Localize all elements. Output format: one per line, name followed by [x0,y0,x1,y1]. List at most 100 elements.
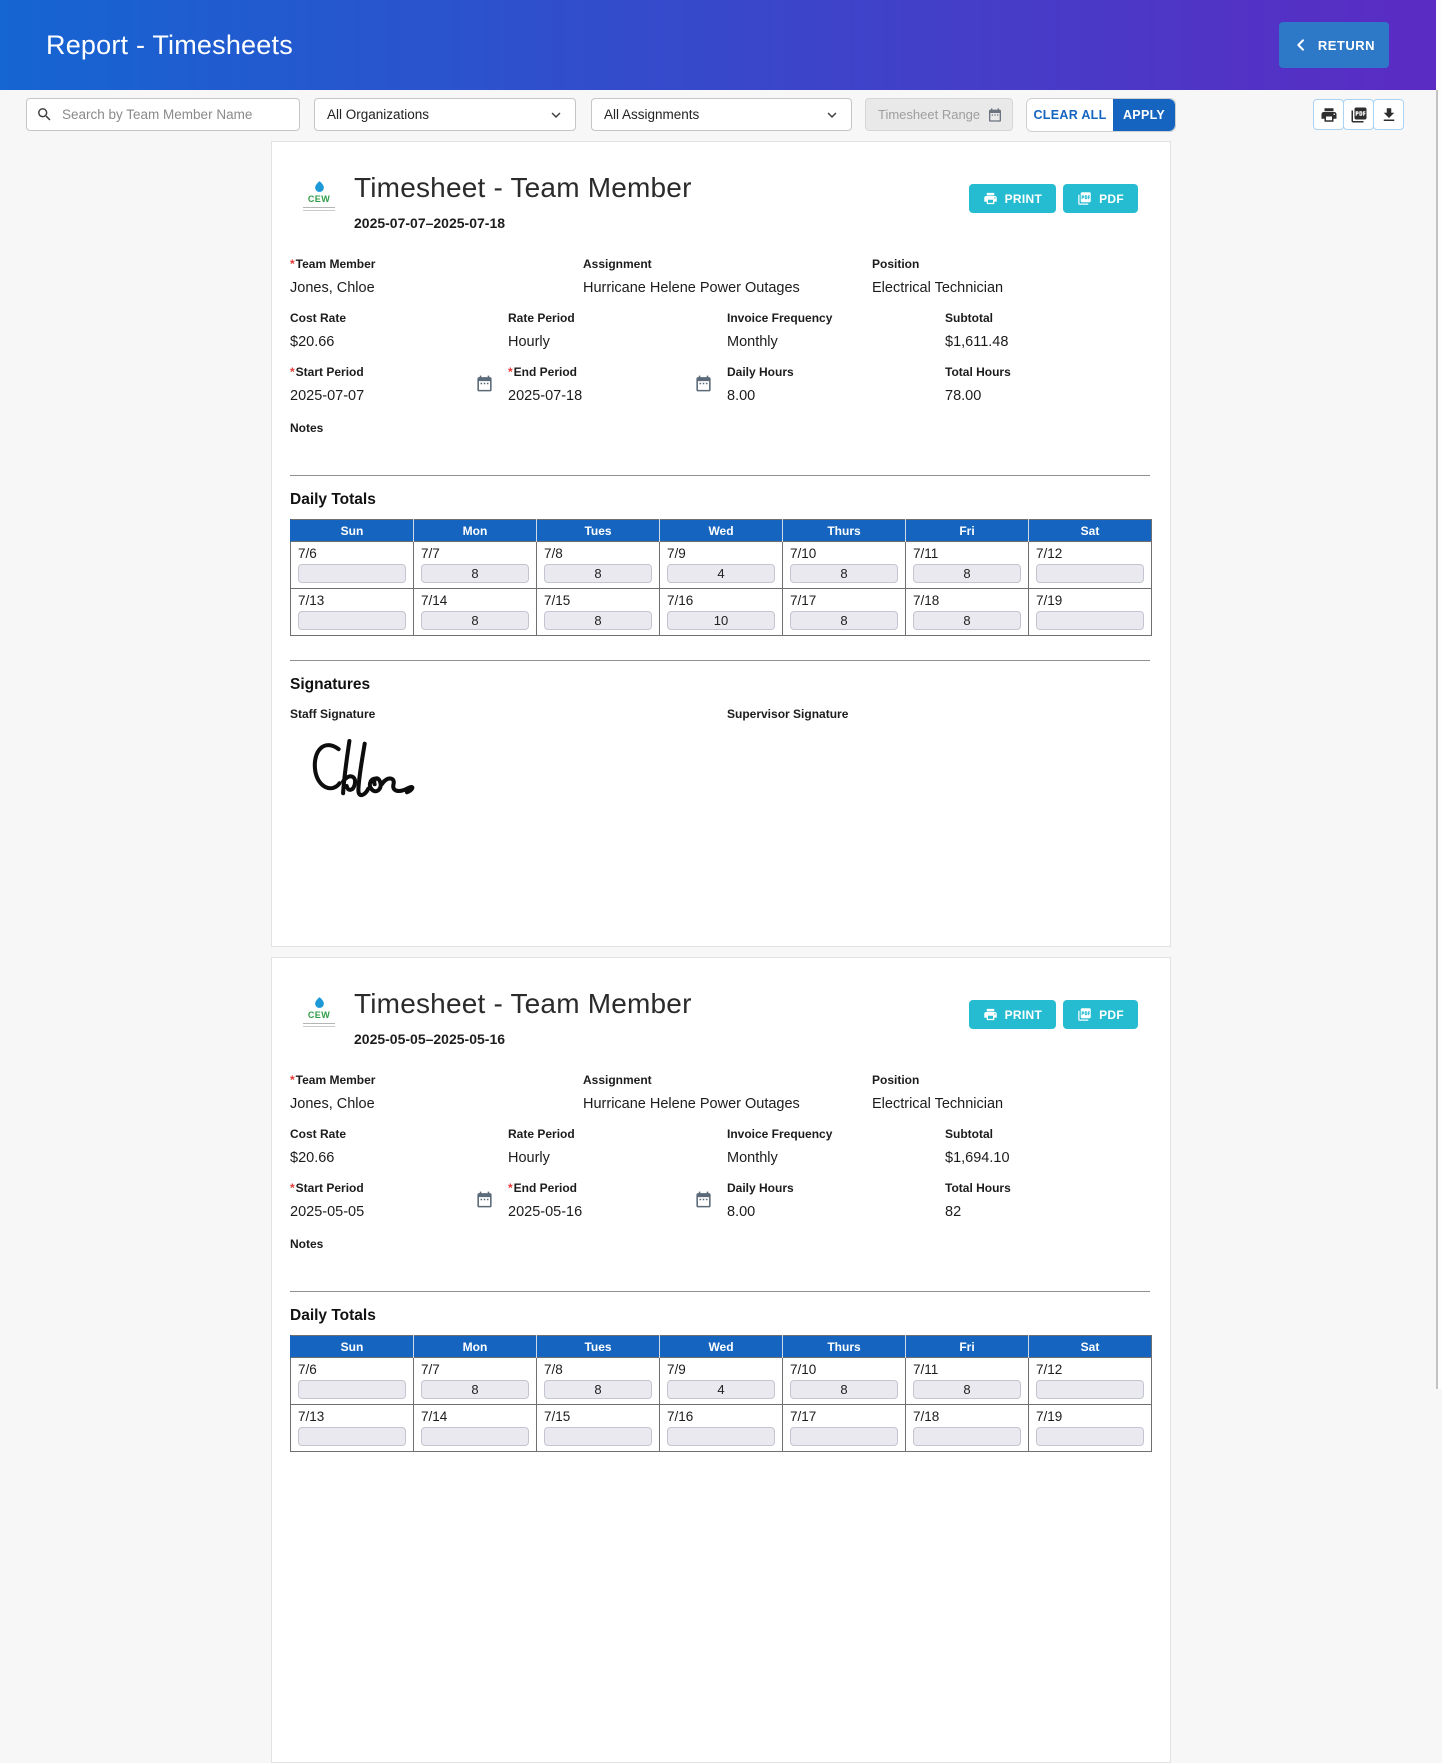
printer-icon [983,1007,998,1022]
hours-input[interactable] [1036,564,1144,584]
subtotal-field: Subtotal $1,611.48 [945,311,1150,350]
day-cell: 7/14 [413,1404,537,1453]
invoice-frequency-value: Monthly [727,1150,778,1167]
pdf-button-label: PDF [1099,1007,1124,1022]
hours-input[interactable] [1036,611,1144,631]
hours-input[interactable] [421,1427,529,1447]
start-period-field[interactable]: *Start Period 2025-05-05 [290,1181,508,1220]
cost-rate-field: Cost Rate $20.66 [290,311,508,350]
hours-input[interactable]: 8 [790,1380,898,1400]
hours-input[interactable]: 8 [421,611,529,631]
cell-date-label: 7/16 [667,1409,694,1425]
search-input[interactable] [60,106,290,123]
pdf-button-label: PDF [1099,191,1124,206]
divider [290,475,1150,477]
total-hours-value: 78.00 [945,388,982,405]
hours-input[interactable]: 4 [667,1380,775,1400]
hours-input[interactable] [913,1427,1021,1447]
day-cell: 7/18 8 [905,588,1029,637]
daily-totals-row: 7/13 7/14 8 7/15 8 7/16 10 7/17 8 7/18 8 7/19 [290,588,1152,637]
invoice-frequency-field: Invoice Frequency Monthly [727,1127,945,1166]
hours-input[interactable]: 8 [421,1380,529,1400]
invoice-frequency-field: Invoice Frequency Monthly [727,311,945,350]
hours-input[interactable]: 8 [544,564,652,584]
download-icon [1380,106,1398,124]
cell-date-label: 7/14 [421,1409,448,1425]
organizations-select[interactable]: All Organizations [314,98,576,131]
day-cell: 7/8 8 [536,1357,660,1406]
calendar-icon[interactable] [694,1190,713,1209]
calendar-icon[interactable] [475,1190,494,1209]
total-hours-field: Total Hours 78.00 [945,365,1150,404]
subtotal-value: $1,694.10 [945,1150,1010,1167]
end-period-field[interactable]: *End Period 2025-05-16 [508,1181,727,1220]
hours-input[interactable] [298,611,406,631]
apply-button[interactable]: APPLY [1113,98,1175,131]
hours-input[interactable] [790,1427,898,1447]
daily-totals-body: 7/6 7/7 8 7/8 8 7/9 4 7/10 8 7/11 8 7/12 7/13 7/14 7/1… [290,1357,1152,1453]
assignments-select[interactable]: All Assignments [591,98,852,131]
assignment-label: Assignment [583,1073,652,1088]
invoice-frequency-label: Invoice Frequency [727,311,833,326]
day-cell: 7/11 8 [905,541,1029,590]
hours-input[interactable]: 8 [913,611,1021,631]
calendar-icon[interactable] [694,374,713,393]
pdf-button[interactable]: PDF [1063,1000,1138,1029]
hours-input[interactable]: 8 [544,1380,652,1400]
pdf-icon [1077,191,1092,206]
team-member-field: *Team Member Jones, Chloe [290,1073,583,1112]
scrollbar-thumb[interactable] [1436,90,1438,1389]
hours-input[interactable]: 4 [667,564,775,584]
hours-input[interactable]: 8 [913,1380,1021,1400]
start-period-label: Start Period [295,1181,364,1196]
notes-label: Notes [290,421,324,436]
cell-date-label: 7/8 [544,1362,563,1378]
position-label: Position [872,1073,920,1088]
daily-totals-heading: Daily Totals [290,1307,376,1325]
day-cell: 7/6 [290,541,414,590]
daily-hours-field: Daily Hours 8.00 [727,1181,945,1220]
start-period-field[interactable]: *Start Period 2025-07-07 [290,365,508,404]
hours-input[interactable] [667,1427,775,1447]
printer-icon [983,191,998,206]
hours-input[interactable]: 10 [667,611,775,631]
hours-input[interactable]: 8 [544,611,652,631]
day-cell: 7/15 8 [536,588,660,637]
cell-date-label: 7/12 [1036,546,1063,562]
cards-container: CEW Timesheet - Team Member 2025-07-07–2… [0,141,1442,1763]
scrollbar-track[interactable] [1436,0,1442,1389]
hours-input[interactable] [298,1380,406,1400]
print-button[interactable]: PRINT [968,184,1057,213]
pdf-report-button[interactable] [1343,99,1374,130]
position-label: Position [872,257,920,272]
print-report-button[interactable] [1313,99,1344,130]
end-period-field[interactable]: *End Period 2025-07-18 [508,365,727,404]
total-hours-label: Total Hours [945,365,1011,380]
hours-input[interactable]: 8 [913,564,1021,584]
day-cell: 7/12 [1028,541,1152,590]
rate-period-value: Hourly [508,1150,550,1167]
day-cell: 7/9 4 [659,541,783,590]
hours-input[interactable] [544,1427,652,1447]
total-hours-field: Total Hours 82 [945,1181,1150,1220]
required-marker: * [290,1073,295,1088]
hours-input[interactable]: 8 [790,564,898,584]
hours-input[interactable]: 8 [421,564,529,584]
clear-all-button[interactable]: CLEAR ALL [1027,98,1113,131]
day-cell: 7/16 10 [659,588,783,637]
hours-input[interactable] [298,564,406,584]
print-button[interactable]: PRINT [968,1000,1057,1029]
assignment-field: Assignment Hurricane Helene Power Outage… [583,1073,872,1112]
hours-input[interactable] [298,1427,406,1447]
pdf-button[interactable]: PDF [1063,184,1138,213]
download-button[interactable] [1373,99,1404,130]
calendar-icon[interactable] [475,374,494,393]
day-cell: 7/7 8 [413,1357,537,1406]
supervisor-signature-block: Supervisor Signature [727,707,1150,801]
hours-input[interactable] [1036,1380,1144,1400]
hours-input[interactable]: 8 [790,611,898,631]
timesheet-range-placeholder: Timesheet Range [878,107,981,122]
hours-input[interactable] [1036,1427,1144,1447]
timesheet-range-input[interactable]: Timesheet Range [865,98,1013,131]
return-button[interactable]: RETURN [1278,22,1389,68]
